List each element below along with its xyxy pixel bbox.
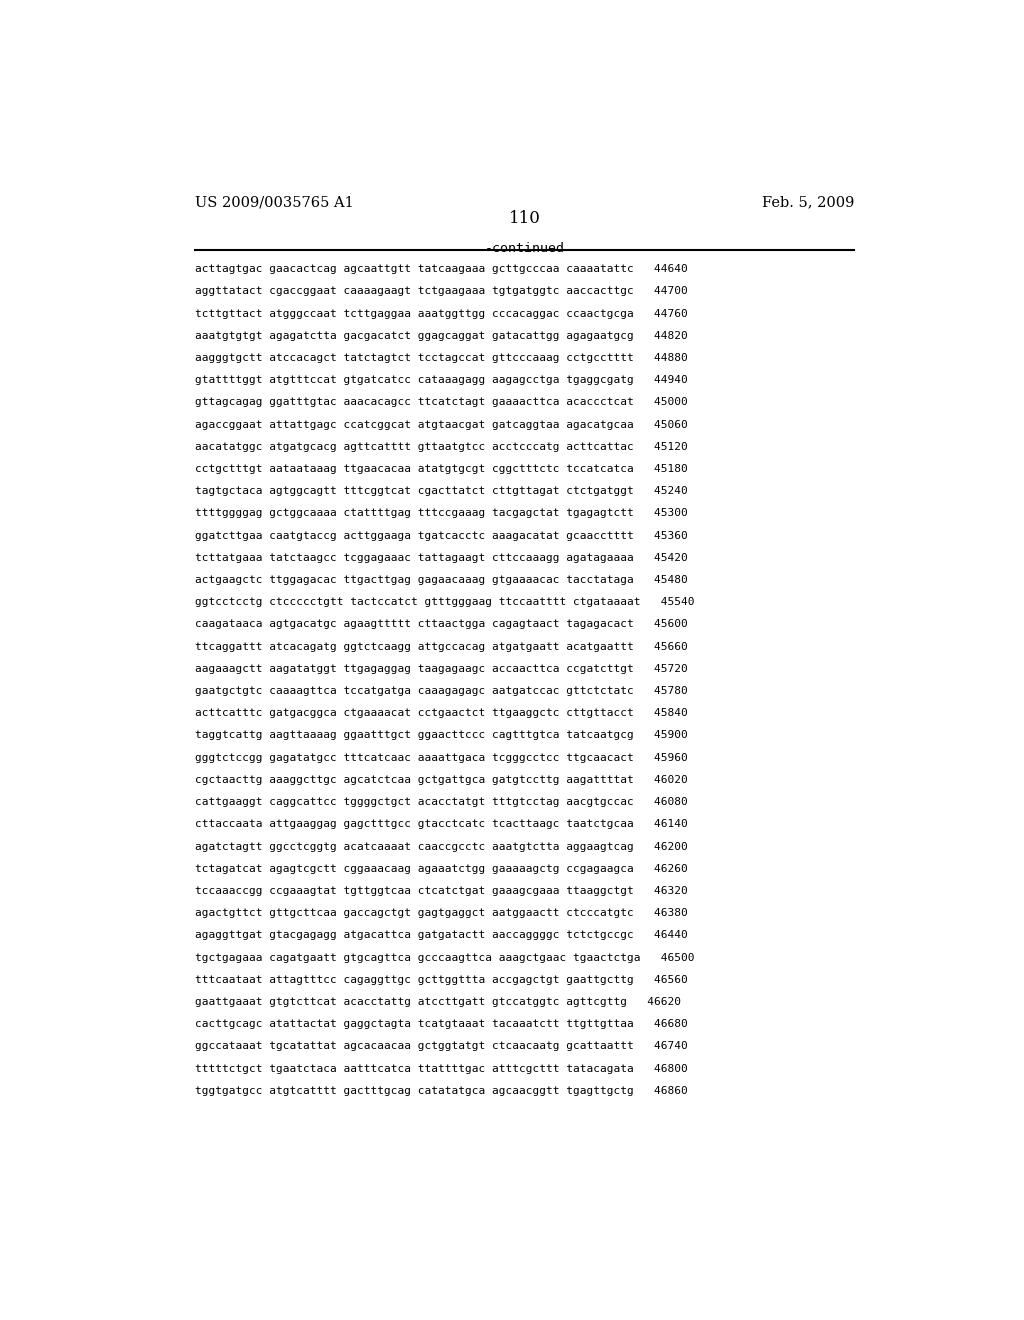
Text: acttcatttc gatgacggca ctgaaaacat cctgaactct ttgaaggctc cttgttacct   45840: acttcatttc gatgacggca ctgaaaacat cctgaac… bbox=[196, 709, 688, 718]
Text: Feb. 5, 2009: Feb. 5, 2009 bbox=[762, 195, 854, 210]
Text: ggccataaat tgcatattat agcacaacaa gctggtatgt ctcaacaatg gcattaattt   46740: ggccataaat tgcatattat agcacaacaa gctggta… bbox=[196, 1041, 688, 1052]
Text: cacttgcagc atattactat gaggctagta tcatgtaaat tacaaatctt ttgttgttaa   46680: cacttgcagc atattactat gaggctagta tcatgta… bbox=[196, 1019, 688, 1030]
Text: tttttctgct tgaatctaca aatttcatca ttattttgac atttcgcttt tatacagata   46800: tttttctgct tgaatctaca aatttcatca ttatttt… bbox=[196, 1064, 688, 1073]
Text: cattgaaggt caggcattcc tggggctgct acacctatgt tttgtcctag aacgtgccac   46080: cattgaaggt caggcattcc tggggctgct acaccta… bbox=[196, 797, 688, 807]
Text: agaggttgat gtacgagagg atgacattca gatgatactt aaccaggggc tctctgccgc   46440: agaggttgat gtacgagagg atgacattca gatgata… bbox=[196, 931, 688, 940]
Text: cttaccaata attgaaggag gagctttgcc gtacctcatc tcacttaagc taatctgcaa   46140: cttaccaata attgaaggag gagctttgcc gtacctc… bbox=[196, 820, 688, 829]
Text: ggatcttgaa caatgtaccg acttggaaga tgatcacctc aaagacatat gcaacctttt   45360: ggatcttgaa caatgtaccg acttggaaga tgatcac… bbox=[196, 531, 688, 541]
Text: gaattgaaat gtgtcttcat acacctattg atccttgatt gtccatggtc agttcgttg   46620: gaattgaaat gtgtcttcat acacctattg atccttg… bbox=[196, 997, 681, 1007]
Text: gttagcagag ggatttgtac aaacacagcc ttcatctagt gaaaacttca acaccctcat   45000: gttagcagag ggatttgtac aaacacagcc ttcatct… bbox=[196, 397, 688, 408]
Text: -continued: -continued bbox=[484, 243, 565, 255]
Text: tcttgttact atgggccaat tcttgaggaa aaatggttgg cccacaggac ccaactgcga   44760: tcttgttact atgggccaat tcttgaggaa aaatggt… bbox=[196, 309, 688, 318]
Text: agactgttct gttgcttcaa gaccagctgt gagtgaggct aatggaactt ctcccatgtc   46380: agactgttct gttgcttcaa gaccagctgt gagtgag… bbox=[196, 908, 688, 919]
Text: tcttatgaaa tatctaagcc tcggagaaac tattagaagt cttccaaagg agatagaaaa   45420: tcttatgaaa tatctaagcc tcggagaaac tattaga… bbox=[196, 553, 688, 562]
Text: cctgctttgt aataataaag ttgaacacaa atatgtgcgt cggctttctc tccatcatca   45180: cctgctttgt aataataaag ttgaacacaa atatgtg… bbox=[196, 465, 688, 474]
Text: taggtcattg aagttaaaag ggaatttgct ggaacttccc cagtttgtca tatcaatgcg   45900: taggtcattg aagttaaaag ggaatttgct ggaactt… bbox=[196, 730, 688, 741]
Text: aaatgtgtgt agagatctta gacgacatct ggagcaggat gatacattgg agagaatgcg   44820: aaatgtgtgt agagatctta gacgacatct ggagcag… bbox=[196, 331, 688, 341]
Text: gaatgctgtc caaaagttca tccatgatga caaagagagc aatgatccac gttctctatc   45780: gaatgctgtc caaaagttca tccatgatga caaagag… bbox=[196, 686, 688, 696]
Text: tggtgatgcc atgtcatttt gactttgcag catatatgca agcaacggtt tgagttgctg   46860: tggtgatgcc atgtcatttt gactttgcag catatat… bbox=[196, 1086, 688, 1096]
Text: cgctaacttg aaaggcttgc agcatctcaa gctgattgca gatgtccttg aagattttat   46020: cgctaacttg aaaggcttgc agcatctcaa gctgatt… bbox=[196, 775, 688, 785]
Text: ttcaggattt atcacagatg ggtctcaagg attgccacag atgatgaatt acatgaattt   45660: ttcaggattt atcacagatg ggtctcaagg attgcca… bbox=[196, 642, 688, 652]
Text: gggtctccgg gagatatgcc tttcatcaac aaaattgaca tcgggcctcc ttgcaacact   45960: gggtctccgg gagatatgcc tttcatcaac aaaattg… bbox=[196, 752, 688, 763]
Text: aacatatggc atgatgcacg agttcatttt gttaatgtcc acctcccatg acttcattac   45120: aacatatggc atgatgcacg agttcatttt gttaatg… bbox=[196, 442, 688, 451]
Text: caagataaca agtgacatgc agaagttttt cttaactgga cagagtaact tagagacact   45600: caagataaca agtgacatgc agaagttttt cttaact… bbox=[196, 619, 688, 630]
Text: actgaagctc ttggagacac ttgacttgag gagaacaaag gtgaaaacac tacctataga   45480: actgaagctc ttggagacac ttgacttgag gagaaca… bbox=[196, 576, 688, 585]
Text: aggttatact cgaccggaat caaaagaagt tctgaagaaa tgtgatggtc aaccacttgc   44700: aggttatact cgaccggaat caaaagaagt tctgaag… bbox=[196, 286, 688, 296]
Text: tccaaaccgg ccgaaagtat tgttggtcaa ctcatctgat gaaagcgaaa ttaaggctgt   46320: tccaaaccgg ccgaaagtat tgttggtcaa ctcatct… bbox=[196, 886, 688, 896]
Text: ttttggggag gctggcaaaa ctattttgag tttccgaaag tacgagctat tgagagtctt   45300: ttttggggag gctggcaaaa ctattttgag tttccga… bbox=[196, 508, 688, 519]
Text: agatctagtt ggcctcggtg acatcaaaat caaccgcctc aaatgtctta aggaagtcag   46200: agatctagtt ggcctcggtg acatcaaaat caaccgc… bbox=[196, 842, 688, 851]
Text: gtattttggt atgtttccat gtgatcatcc cataaagagg aagagcctga tgaggcgatg   44940: gtattttggt atgtttccat gtgatcatcc cataaag… bbox=[196, 375, 688, 385]
Text: agaccggaat attattgagc ccatcggcat atgtaacgat gatcaggtaa agacatgcaa   45060: agaccggaat attattgagc ccatcggcat atgtaac… bbox=[196, 420, 688, 429]
Text: 110: 110 bbox=[509, 210, 541, 227]
Text: tctagatcat agagtcgctt cggaaacaag agaaatctgg gaaaaagctg ccgagaagca   46260: tctagatcat agagtcgctt cggaaacaag agaaatc… bbox=[196, 863, 688, 874]
Text: US 2009/0035765 A1: US 2009/0035765 A1 bbox=[196, 195, 354, 210]
Text: aagaaagctt aagatatggt ttgagaggag taagagaagc accaacttca ccgatcttgt   45720: aagaaagctt aagatatggt ttgagaggag taagaga… bbox=[196, 664, 688, 673]
Text: tttcaataat attagtttcc cagaggttgc gcttggttta accgagctgt gaattgcttg   46560: tttcaataat attagtttcc cagaggttgc gcttggt… bbox=[196, 974, 688, 985]
Text: acttagtgac gaacactcag agcaattgtt tatcaagaaa gcttgcccaa caaaatattc   44640: acttagtgac gaacactcag agcaattgtt tatcaag… bbox=[196, 264, 688, 275]
Text: tgctgagaaa cagatgaatt gtgcagttca gcccaagttca aaagctgaac tgaactctga   46500: tgctgagaaa cagatgaatt gtgcagttca gcccaag… bbox=[196, 953, 695, 962]
Text: ggtcctcctg ctccccctgtt tactccatct gtttgggaag ttccaatttt ctgataaaat   45540: ggtcctcctg ctccccctgtt tactccatct gtttgg… bbox=[196, 597, 695, 607]
Text: tagtgctaca agtggcagtt tttcggtcat cgacttatct cttgttagat ctctgatggt   45240: tagtgctaca agtggcagtt tttcggtcat cgactta… bbox=[196, 486, 688, 496]
Text: aagggtgctt atccacagct tatctagtct tcctagccat gttcccaaag cctgcctttt   44880: aagggtgctt atccacagct tatctagtct tcctagc… bbox=[196, 352, 688, 363]
